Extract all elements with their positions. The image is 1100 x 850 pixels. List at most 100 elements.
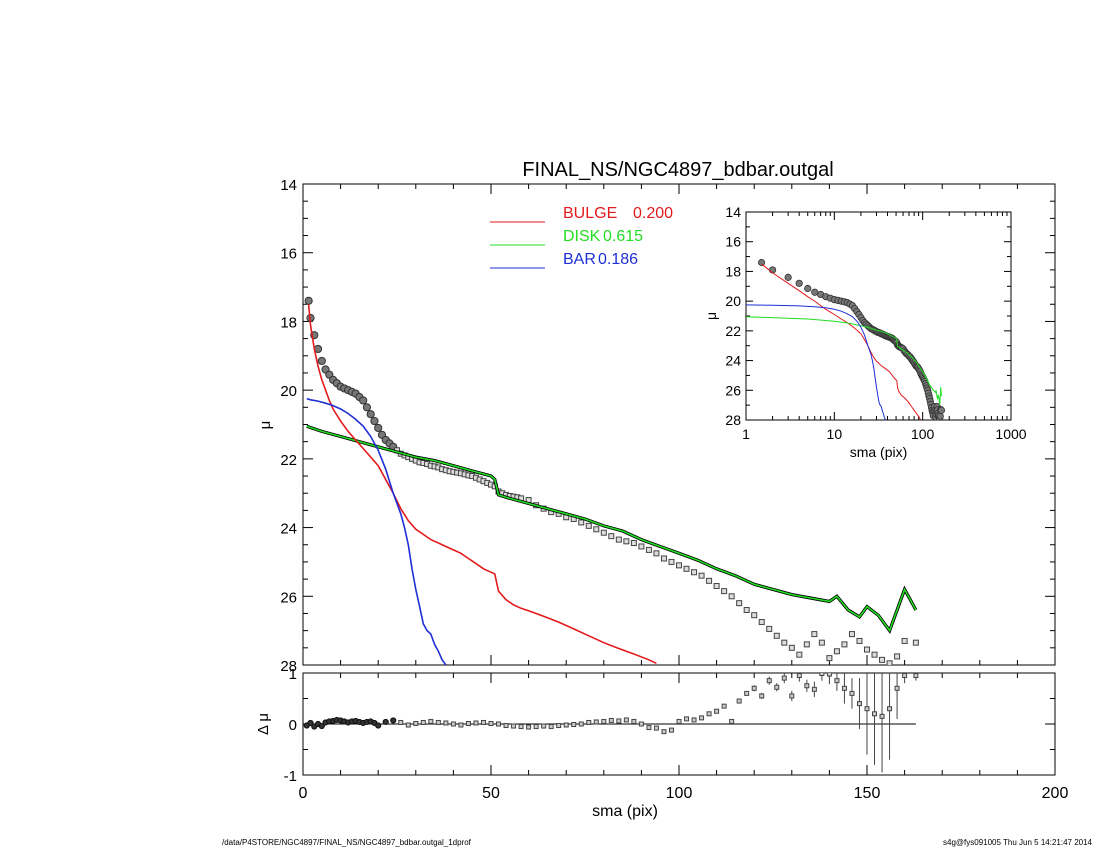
residual-point (691, 717, 697, 723)
residual-point (699, 715, 705, 721)
data-point (653, 550, 660, 557)
residual-point (450, 721, 456, 727)
residual-point (714, 708, 720, 714)
residual-point (894, 685, 900, 691)
inset-observed-profile (757, 258, 946, 420)
inset-data-point (768, 266, 777, 274)
inset-data-point (937, 406, 946, 414)
residual-point (458, 722, 464, 728)
disk-line (306, 425, 917, 633)
residual-point (578, 721, 584, 727)
data-point (676, 562, 682, 569)
y-tick-label: 16 (280, 246, 297, 263)
residual-point (601, 718, 607, 724)
main-profile-plot: 14 16 18 20 22 24 26 28 μ (257, 177, 1056, 675)
inset-x-tick-label: 1 (742, 426, 750, 442)
residual-point (405, 722, 411, 728)
residual-point (556, 723, 562, 729)
data-point (886, 660, 893, 665)
data-point (713, 582, 720, 589)
residual-point (473, 720, 479, 726)
data-point (848, 631, 855, 638)
residual-point (744, 690, 750, 696)
residual-point (834, 678, 840, 684)
residual-point (533, 724, 539, 730)
data-point (728, 593, 735, 600)
legend: BULGE 0.200 DISK 0.615 BAR 0.186 (490, 205, 673, 269)
residual-point (841, 685, 847, 691)
residual-point (864, 706, 870, 712)
data-point (698, 572, 705, 579)
inset-frame (745, 211, 1012, 421)
residual-point (511, 723, 517, 729)
resid-y-tick-label: -1 (284, 768, 297, 785)
inset-bar-line (746, 304, 886, 420)
residual-plot-area (303, 673, 919, 773)
resid-y-tick-label: 0 (289, 717, 297, 734)
inset-data-point (811, 288, 819, 296)
inset-y-tick-label: 14 (725, 204, 741, 220)
bar-line (306, 397, 447, 665)
data-point (608, 533, 615, 540)
inset-plot-area (746, 258, 946, 420)
inset-y-tick-label: 28 (725, 412, 741, 428)
residual-point (856, 701, 862, 707)
inset-data-point (795, 279, 803, 287)
y-tick-label: 14 (280, 177, 297, 194)
data-point (796, 651, 803, 658)
residual-point (307, 719, 314, 727)
x-tick-label: 200 (1042, 785, 1069, 802)
residual-point (623, 717, 629, 723)
data-point (781, 639, 788, 646)
residual-point (563, 722, 569, 728)
legend-label: BULGE (563, 205, 617, 222)
residual-point (646, 725, 652, 731)
data-point (706, 577, 713, 584)
y-tick-label: 24 (280, 521, 297, 538)
data-point (683, 565, 690, 572)
residual-point (398, 719, 404, 725)
data-point (856, 637, 863, 644)
inset-y-tick-label: 22 (725, 323, 741, 339)
data-point (623, 538, 630, 545)
inset-log-plot: 14 16 18 20 22 24 26 281 10 100 1000 sma (pix) μ (703, 204, 1027, 460)
data-point (630, 540, 637, 547)
x-tick-label: 0 (299, 785, 308, 802)
main-plot-area (304, 296, 919, 665)
residual-point (676, 718, 682, 724)
data-point (585, 522, 592, 529)
chart-title: FINAL_NS/NGC4897_bdbar.outgal (522, 159, 833, 181)
x-tick-label: 50 (482, 785, 500, 802)
residual-point (541, 723, 547, 729)
inset-y-axis-label: μ (703, 312, 719, 320)
data-point (317, 356, 326, 366)
residual-point (428, 718, 434, 724)
residual-point (661, 729, 667, 735)
inset-x-tick-label: 1000 (995, 426, 1026, 442)
y-tick-label: 22 (280, 452, 297, 469)
residual-point (721, 703, 727, 709)
x-axis-label: sma (pix) (592, 803, 658, 820)
residual-point (902, 673, 908, 679)
residual-point (465, 720, 471, 726)
data-point (600, 529, 607, 536)
legend-label: BAR (563, 251, 596, 268)
data-point (638, 543, 645, 550)
residual-point (318, 722, 325, 730)
resid-y-axis-label: Δ μ (255, 713, 272, 735)
residual-point (443, 720, 449, 726)
data-point (818, 639, 825, 646)
residual-point (811, 686, 817, 692)
residual-point (729, 718, 735, 724)
data-point (691, 569, 698, 576)
residual-point (503, 723, 509, 729)
inset-data-point (784, 273, 792, 281)
data-point (593, 526, 600, 533)
y-axis-label: μ (257, 421, 274, 430)
data-point (645, 546, 652, 553)
data-point (304, 296, 313, 305)
residual-point (781, 675, 787, 681)
resid-y-tick-label: 1 (289, 666, 297, 683)
